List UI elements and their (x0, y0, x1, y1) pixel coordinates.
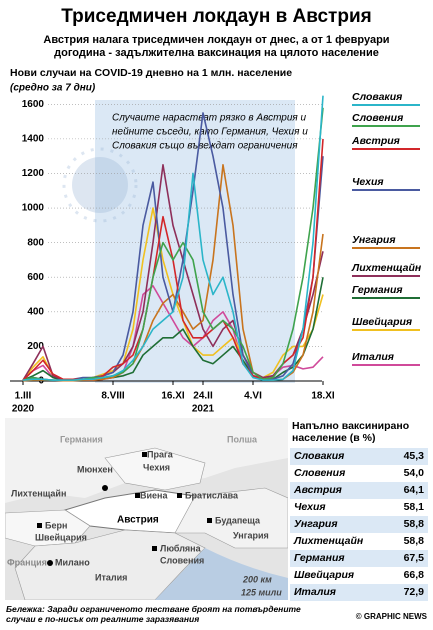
map-label: Мюнхен (77, 464, 113, 474)
legend-label: Чехия (352, 176, 384, 188)
legend-label: Лихтенщайн (351, 262, 422, 274)
table-value: 66,8 (403, 569, 424, 581)
annotation: нейните съседи, като Германия, Чехия и (112, 127, 308, 138)
y-tick-label: 1200 (22, 168, 45, 179)
map: Германия Полша Прага Чехия Мюнхен Виена … (5, 418, 288, 600)
map-label: Германия (60, 434, 103, 444)
x-tick-label: 18.XI (311, 391, 335, 402)
table-row: Словения 54,0 (290, 465, 428, 482)
table-country: Австрия (294, 484, 342, 496)
y-tick-label: 1000 (22, 203, 45, 214)
y-label: Нови случаи на COVID-19 дневно на 1 млн.… (10, 67, 292, 79)
map-label: Швейцария (35, 532, 87, 542)
legend-label: Швейцария (352, 316, 412, 328)
table-country: Словения (294, 467, 346, 479)
series-line (22, 95, 324, 381)
legend-label: Италия (352, 351, 394, 363)
map-label: Унгария (233, 530, 269, 540)
table-value: 58,8 (403, 518, 424, 530)
table-value: 58,8 (403, 535, 424, 547)
table-value: 64,1 (403, 484, 424, 496)
y-tick-label: 1600 (22, 99, 45, 110)
annotation: Случаите нарастват рязко в Австрия и (112, 113, 307, 124)
map-label: 125 мили (241, 587, 282, 597)
table-country: Унгария (294, 518, 338, 530)
map-label: Берн (45, 520, 67, 530)
map-label: Словения (160, 555, 204, 565)
table-row: Лихтенщайн 58,8 (290, 533, 428, 550)
virus-icon (62, 147, 138, 223)
map-label: Виена (140, 490, 168, 500)
map-label: Чехия (143, 462, 170, 472)
credit: © GRAPHIC NEWS (355, 612, 427, 621)
map-label: Любляна (160, 543, 202, 553)
legend-label: Австрия (351, 135, 400, 147)
x-year-label: 2021 (192, 404, 215, 415)
x-year-label: 2020 (12, 404, 35, 415)
table-title: Напълно ваксинирано население (в %) (292, 420, 410, 444)
table-row: Чехия 58,1 (290, 499, 428, 516)
table-row: Словакия 45,3 (290, 448, 428, 465)
y-tick-label: 400 (27, 306, 44, 317)
y-tick-label: 800 (27, 237, 44, 248)
chart: Нови случаи на COVID-19 дневно на 1 млн.… (10, 67, 422, 415)
table-value: 67,5 (403, 552, 424, 564)
table-row: Австрия 64,1 (290, 482, 428, 499)
x-tick-label: 24.II (193, 391, 213, 402)
x-tick-label: 16.XI (161, 391, 185, 402)
table-value: 54,0 (403, 467, 424, 479)
y-tick-label: 600 (27, 272, 44, 283)
table-value: 58,1 (403, 501, 424, 513)
map-label: Лихтенщайн (11, 488, 66, 498)
map-label: Франция (7, 557, 47, 567)
title: Триседмичен локдаун в Австрия (61, 6, 372, 27)
table-value: 72,9 (403, 586, 424, 598)
table-country: Германия (294, 552, 345, 564)
x-tick-label: 4.VI (244, 391, 262, 402)
legend-label: Словакия (352, 91, 402, 103)
map-label: Братислава (185, 490, 239, 500)
annotation: Словакия също въвеждат ограничения (112, 141, 298, 152)
map-label: Будапеща (215, 515, 261, 525)
map-label: Полша (227, 434, 258, 444)
table-country: Италия (294, 586, 336, 598)
subtitle: Австрия налага триседмичен локдаун от дн… (43, 34, 390, 59)
legend-label: Унгария (352, 234, 396, 246)
y-tick-label: 1400 (22, 134, 45, 145)
x-tick-label: 1.III (15, 391, 32, 402)
table-row: Германия 67,5 (290, 550, 428, 567)
table-country: Швейцария (294, 569, 355, 581)
table-row: Италия 72,9 (290, 584, 428, 601)
map-label: Австрия (117, 515, 159, 526)
y-tick-label: 200 (27, 341, 44, 352)
legend-label: Германия (352, 284, 403, 296)
table-value: 45,3 (403, 450, 424, 462)
map-label: Прага (147, 449, 174, 459)
legend-label: Словения (352, 112, 403, 124)
table-country: Словакия (294, 450, 345, 462)
table-country: Лихтенщайн (294, 535, 364, 547)
map-label: 200 км (242, 574, 272, 584)
table-row: Швейцария 66,8 (290, 567, 428, 584)
table-row: Унгария 58,8 (290, 516, 428, 533)
footnote: Бележка: Заради ограниченото тестване бр… (6, 604, 301, 624)
y-sublabel: (средно за 7 дни) (10, 83, 96, 94)
map-label: Италия (95, 572, 127, 582)
highlight-band (95, 100, 295, 383)
table-country: Чехия (294, 501, 326, 513)
x-tick-label: 8.VIII (101, 391, 125, 402)
map-label: Милано (55, 557, 90, 567)
